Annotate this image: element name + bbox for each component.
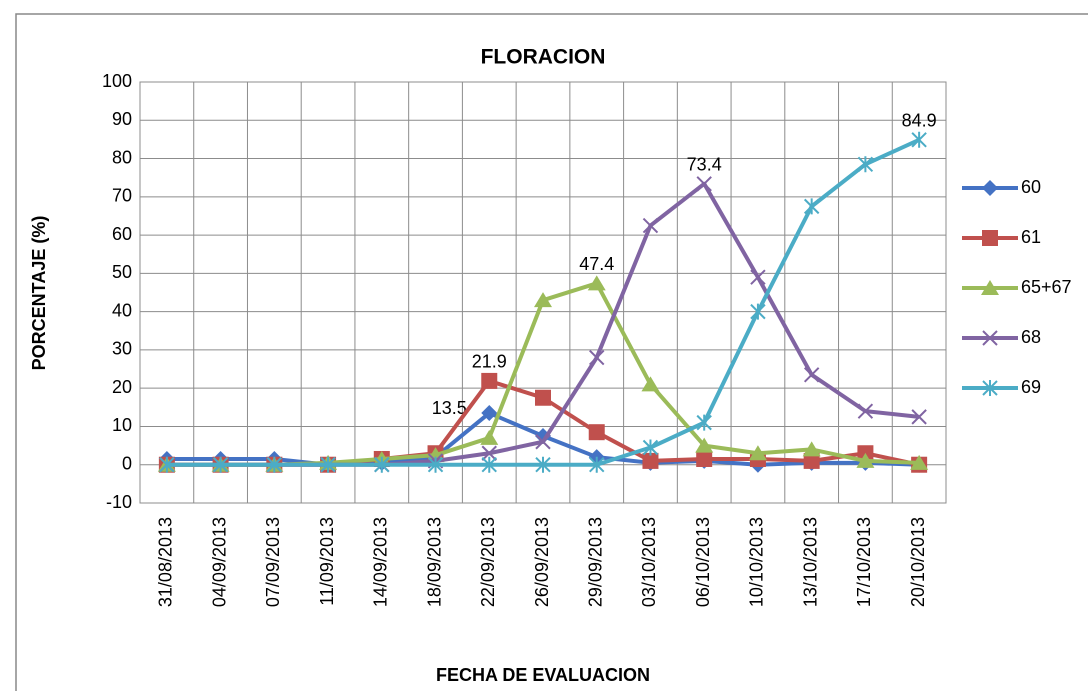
series — [159, 131, 927, 473]
x-tick-label: 18/09/2013 — [424, 517, 444, 607]
marker — [748, 445, 767, 461]
marker — [803, 367, 820, 383]
data-label: 73.4 — [687, 155, 722, 175]
legend-label: 61 — [1021, 227, 1041, 247]
data-label: 21.9 — [472, 352, 507, 372]
marker — [695, 437, 714, 453]
x-tick-label: 13/10/2013 — [800, 517, 820, 607]
marker — [481, 456, 497, 473]
data-label: 84.9 — [902, 111, 937, 131]
marker — [803, 198, 820, 215]
y-tick-label: 0 — [122, 453, 132, 473]
marker — [589, 349, 605, 366]
y-tick-label: 70 — [112, 186, 132, 206]
data-label: 47.4 — [579, 254, 614, 274]
x-tick-label: 04/09/2013 — [209, 517, 229, 607]
marker — [856, 452, 875, 468]
marker — [535, 389, 551, 406]
marker — [911, 409, 927, 425]
marker — [696, 176, 712, 192]
y-tick-label: 30 — [112, 339, 132, 359]
x-tick-label: 17/10/2013 — [854, 517, 874, 607]
marker — [481, 445, 497, 461]
chart-border — [15, 13, 1088, 691]
marker — [696, 414, 712, 431]
marker — [982, 230, 998, 246]
marker — [803, 452, 820, 469]
x-tick-label: 07/09/2013 — [263, 517, 283, 607]
y-tick-label: 10 — [112, 415, 132, 435]
y-tick-label: 100 — [102, 71, 132, 91]
marker — [750, 269, 766, 285]
y-tick-label: 20 — [112, 377, 132, 397]
x-tick-label: 29/09/2013 — [585, 517, 605, 607]
marker — [641, 376, 660, 392]
marker — [982, 380, 998, 396]
marker — [857, 156, 874, 173]
x-tick-label: 26/09/2013 — [532, 517, 552, 607]
marker — [587, 275, 606, 291]
marker — [320, 456, 336, 473]
y-tick-label: 60 — [112, 224, 132, 244]
marker — [911, 131, 927, 148]
x-tick-label: 14/09/2013 — [371, 517, 391, 607]
y-tick-label: 80 — [112, 147, 132, 167]
x-tick-label: 31/08/2013 — [156, 517, 176, 607]
x-tick-label: 10/10/2013 — [747, 517, 767, 607]
marker — [535, 456, 551, 473]
marker — [427, 456, 444, 473]
marker — [982, 330, 998, 346]
marker — [159, 456, 175, 473]
marker — [588, 424, 605, 441]
plot-border — [139, 81, 947, 504]
marker — [750, 303, 766, 320]
legend-label: 65+67 — [1021, 277, 1072, 297]
marker — [910, 454, 929, 470]
data-label: 13.5 — [432, 398, 467, 418]
y-axis-label: PORCENTAJE (%) — [29, 216, 49, 371]
x-axis-label: FECHA DE EVALUACION — [436, 665, 650, 685]
y-tick-label: 50 — [112, 262, 132, 282]
marker — [534, 292, 552, 308]
marker — [480, 429, 499, 445]
legend-label: 60 — [1021, 177, 1041, 197]
marker — [696, 450, 713, 467]
marker — [481, 405, 498, 422]
marker — [374, 456, 390, 473]
marker — [642, 452, 659, 469]
marker — [981, 280, 999, 295]
x-tick-label: 06/10/2013 — [693, 517, 713, 607]
x-tick-label: 22/09/2013 — [478, 517, 498, 607]
marker — [857, 403, 874, 419]
marker — [266, 456, 283, 473]
chart-title: FLORACION — [481, 46, 606, 69]
marker — [212, 456, 229, 473]
x-tick-label: 03/10/2013 — [639, 517, 659, 607]
marker — [642, 439, 659, 456]
x-tick-label: 11/09/2013 — [317, 517, 337, 606]
x-tick-label: 20/10/2013 — [908, 517, 928, 607]
marker — [802, 441, 821, 457]
marker — [642, 217, 659, 234]
legend-label: 69 — [1021, 377, 1041, 397]
y-tick-label: 40 — [112, 300, 132, 320]
marker — [535, 434, 551, 450]
marker — [589, 456, 605, 473]
legend-label: 68 — [1021, 327, 1041, 347]
marker — [982, 180, 998, 196]
y-tick-label: 90 — [112, 109, 132, 129]
marker — [481, 372, 498, 389]
y-tick-label: -10 — [106, 492, 132, 512]
